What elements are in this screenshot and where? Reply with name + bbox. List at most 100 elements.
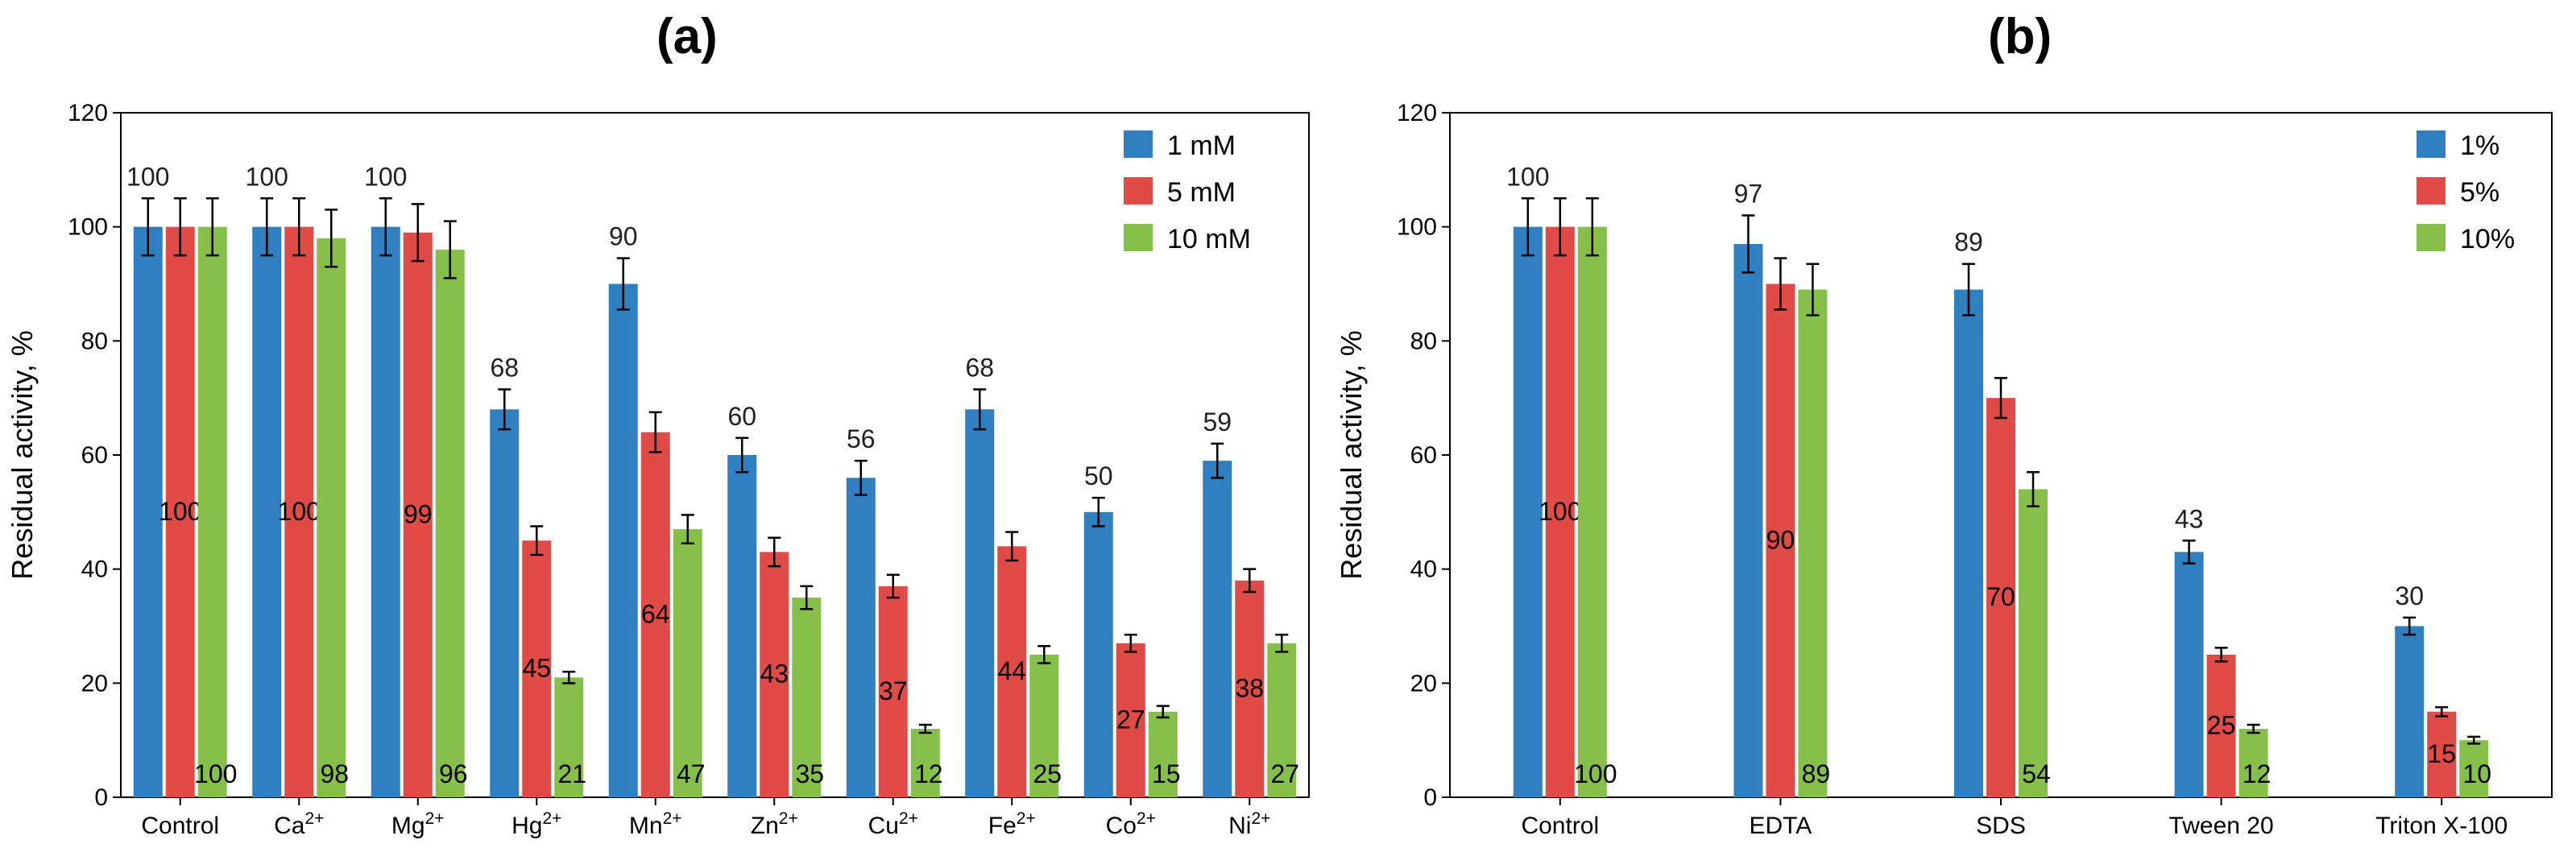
- panel-b-y-tick-label: 120: [1397, 100, 1437, 126]
- panel-b-y-tick-label: 40: [1410, 556, 1437, 583]
- panel-a-data-label: 100: [246, 162, 288, 191]
- panel-a-bar: [727, 455, 757, 797]
- panel-b-data-label: 89: [1954, 228, 1983, 257]
- panel-a-legend-label: 10 mM: [1167, 224, 1251, 254]
- panel-b-bar: [2174, 552, 2204, 797]
- panel-a-data-label: 15: [1152, 759, 1181, 788]
- panel-b-bar: [1954, 289, 1983, 797]
- panel-a-bar: [792, 598, 822, 797]
- panel-a-data-label: 45: [522, 654, 551, 683]
- panel-a-bar: [403, 232, 433, 797]
- panel-b-legend-swatch: [2417, 177, 2446, 205]
- panel-a-x-tick-label: Ca2+: [274, 809, 324, 839]
- panel-b-bar: [2427, 711, 2457, 797]
- panel-b-x-tick-label: Triton X-100: [2375, 813, 2508, 839]
- panel-a-data-label: 43: [760, 660, 789, 689]
- panel-b-data-label: 70: [1986, 582, 2015, 611]
- panel-b-bar: [1545, 226, 1575, 798]
- panel-a-data-label: 50: [1084, 461, 1113, 490]
- panel-a-data-label: 100: [159, 497, 201, 526]
- panel-b-bar: [1513, 226, 1543, 798]
- panel-a-bar: [1116, 643, 1145, 797]
- panel-b-data-label: 100: [1539, 497, 1581, 526]
- panel-a-data-label: 27: [1270, 759, 1299, 788]
- panel-b-y-tick-label: 100: [1397, 214, 1437, 241]
- panel-b-data-label: 25: [2207, 710, 2236, 739]
- panel-a-y-tick-label: 100: [68, 214, 108, 241]
- panel-b-data-label: 10: [2462, 759, 2491, 788]
- panel-b-label: (b): [1988, 9, 2052, 64]
- panel-b-bar: [2238, 729, 2268, 797]
- panel-a-x-tick-label: Hg2+: [511, 809, 561, 839]
- panel-a-data-label: 68: [965, 354, 994, 383]
- panel-a-x-tick-label: Zn2+: [751, 809, 798, 839]
- panel-b-x-tick-label: Tween 20: [2169, 813, 2274, 839]
- panel-a-legend-swatch: [1124, 177, 1153, 205]
- panel-a-bar: [252, 226, 282, 798]
- panel-b-x-tick-label: Control: [1521, 813, 1599, 839]
- panel-a-legend-swatch: [1124, 130, 1153, 158]
- panel-a-bar: [673, 529, 702, 797]
- panel-b-data-label: 15: [2427, 739, 2456, 768]
- panel-a-data-label: 44: [997, 656, 1026, 685]
- panel-a-bar: [1203, 461, 1232, 797]
- panel-a-data-label: 59: [1203, 407, 1232, 436]
- panel-a-bar: [1235, 580, 1265, 797]
- panel-a-bar: [371, 226, 400, 798]
- panel-a-y-tick-label: 0: [94, 784, 108, 811]
- panel-b-legend-label: 1%: [2460, 130, 2499, 161]
- panel-a-label: (a): [656, 9, 718, 64]
- panel-a-x-tick-label: Ni2+: [1228, 809, 1270, 839]
- panel-a-data-label: 96: [439, 759, 468, 788]
- panel-a-data-label: 100: [364, 162, 407, 191]
- panel-a-bar: [965, 409, 995, 797]
- panel-a-bar: [165, 226, 195, 798]
- panel-a-data-label: 100: [126, 162, 169, 191]
- panel-a-data-label: 99: [404, 499, 433, 528]
- panel-b-bar: [1733, 243, 1763, 798]
- panel-a-data-label: 47: [677, 759, 706, 788]
- panel-a-data-label: 37: [879, 676, 908, 705]
- panel-a-y-axis-label: Residual activity, %: [6, 330, 39, 579]
- panel-a-data-label: 21: [557, 759, 586, 788]
- panel-a-x-tick-label: Co2+: [1106, 809, 1156, 839]
- panel-a-data-label: 100: [194, 759, 237, 788]
- panel-a-y-tick-label: 40: [81, 556, 108, 583]
- panel-b-legend-swatch: [2417, 130, 2446, 158]
- panel-a-data-label: 56: [847, 424, 876, 453]
- panel-b-bar: [1986, 398, 2015, 797]
- panel-a-data-label: 25: [1033, 759, 1062, 788]
- panel-b-y-axis-label: Residual activity, %: [1335, 330, 1368, 579]
- panel-a-data-label: 27: [1116, 705, 1145, 734]
- panel-a-data-label: 68: [490, 354, 519, 383]
- panel-b-bar: [1798, 289, 1828, 797]
- panel-b-data-label: 100: [1574, 759, 1617, 788]
- panel-a-data-label: 98: [320, 759, 349, 788]
- panel-b-y-tick-label: 60: [1410, 442, 1437, 469]
- panel-a-bar: [197, 226, 227, 798]
- panel-a-bar: [846, 478, 876, 797]
- panel-a-x-tick-label: Mg2+: [391, 809, 445, 839]
- panel-b-data-label: 30: [2395, 581, 2424, 610]
- panel-a-bar: [554, 677, 584, 797]
- panel-a-bar: [608, 283, 638, 797]
- panel-b-data-label: 97: [1734, 180, 1763, 209]
- panel-b-data-label: 90: [1766, 525, 1795, 554]
- panel-a-data-label: 38: [1235, 673, 1264, 702]
- panel-a-y-tick-label: 60: [81, 442, 108, 469]
- panel-b-data-label: 12: [2243, 759, 2272, 788]
- panel-b-bar: [1577, 226, 1607, 798]
- panel-b-data-label: 43: [2175, 504, 2204, 533]
- panel-a-bar: [760, 552, 789, 797]
- panel-b-bar: [2395, 626, 2425, 797]
- panel-a-bar: [490, 409, 520, 797]
- panel-a-legend-label: 1 mM: [1167, 130, 1236, 161]
- panel-b-legend-label: 5%: [2460, 177, 2499, 208]
- panel-b-legend-label: 10%: [2460, 224, 2515, 254]
- panel-a-x-tick-label: Mn2+: [629, 809, 682, 839]
- panel-b-bar: [2459, 740, 2489, 797]
- panel-b-y-tick-label: 0: [1423, 784, 1437, 811]
- panel-b-bar: [1766, 283, 1795, 797]
- panel-a-x-tick-label: Fe2+: [988, 809, 1036, 839]
